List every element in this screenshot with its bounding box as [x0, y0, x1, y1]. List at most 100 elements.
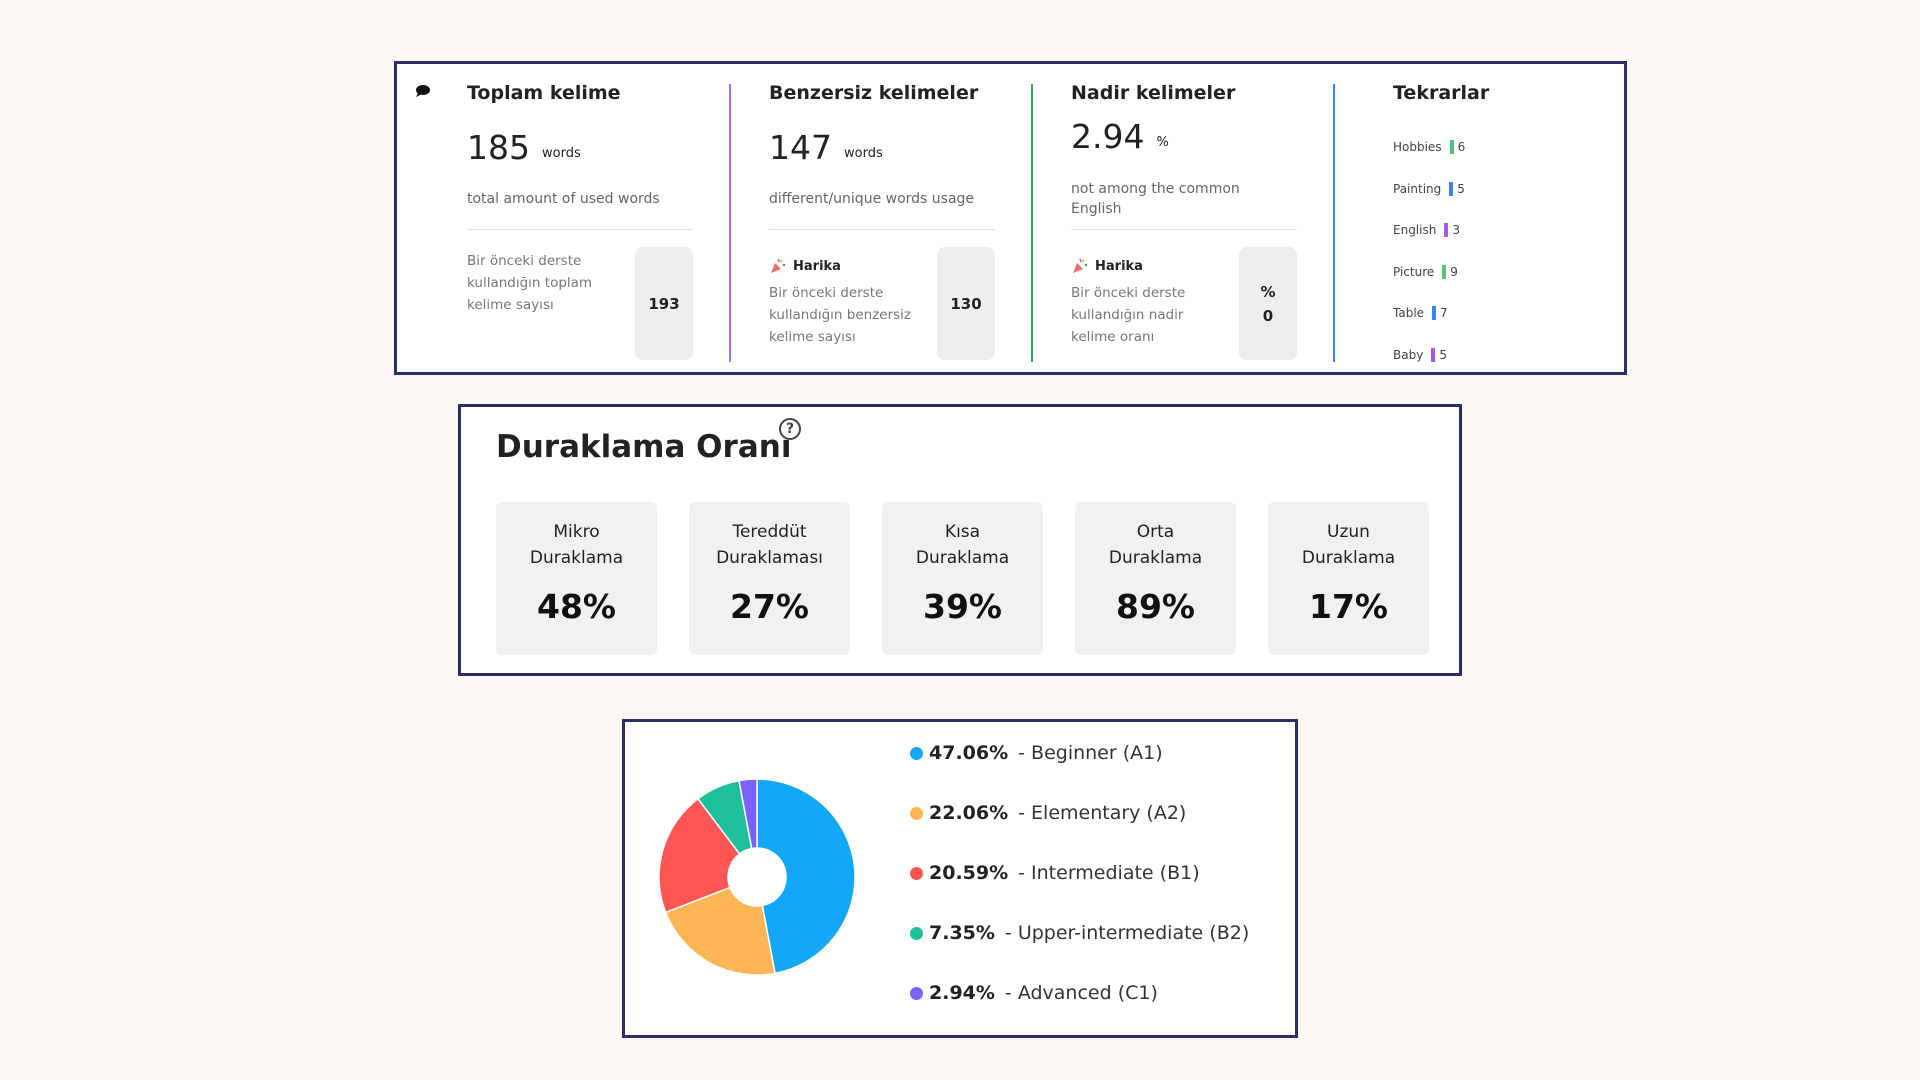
column-divider	[729, 84, 731, 362]
divider	[467, 229, 693, 230]
repeat-bar	[1449, 140, 1454, 154]
unique-words-desc: different/unique words usage	[769, 191, 975, 207]
repeat-item: English 3	[1393, 223, 1460, 237]
pause-card-value: 39%	[923, 587, 1002, 626]
legend-dot	[910, 746, 923, 760]
repeat-count: 3	[1452, 223, 1460, 237]
rare-words-value: 2.94%	[1071, 117, 1169, 156]
rare-words-unit: %	[1156, 135, 1169, 150]
pause-card-value: 17%	[1309, 587, 1388, 626]
repeat-bar	[1431, 347, 1436, 362]
rare-prev-label: Bir önceki derste kullandığın nadir keli…	[1071, 285, 1186, 345]
divider	[1071, 229, 1297, 230]
repeat-bar	[1444, 223, 1449, 237]
rare-prev-number: 0	[1262, 306, 1274, 325]
repeat-word: Picture	[1393, 264, 1435, 279]
harika-label: Harika	[1095, 258, 1143, 274]
repeat-item: Hobbies 6	[1393, 140, 1465, 154]
repeat-count: 9	[1450, 264, 1458, 279]
pause-card-value: 89%	[1116, 587, 1195, 626]
repeat-count: 6	[1457, 140, 1466, 154]
total-words-title: Toplam kelime	[467, 82, 621, 104]
repeat-count: 5	[1439, 347, 1447, 362]
repeat-word: English	[1393, 223, 1437, 237]
pause-card-label: Kısa Duraklama	[915, 522, 1010, 568]
unique-prev-value: 130	[937, 247, 995, 360]
legend-label: - Advanced (C1)	[1004, 982, 1158, 1004]
pause-card: Orta Duraklama 89%	[1075, 502, 1236, 655]
rare-words-title: Nadir kelimeler	[1071, 82, 1236, 104]
pause-card-label: Tereddüt Duraklaması	[716, 522, 823, 568]
legend-dot	[910, 926, 923, 940]
total-words-desc: total amount of used words	[467, 191, 660, 207]
repeats-column: Tekrarlar Hobbies 6 Painting 5 English 3 Pictu…	[1393, 64, 1613, 372]
repeat-word: Baby	[1393, 347, 1424, 362]
pause-card-label: Orta Duraklama	[1108, 522, 1203, 568]
legend-percent: 7.35%	[929, 922, 995, 944]
total-words-column: Toplam kelime 185 words total amount of u…	[467, 64, 707, 372]
legend-dot	[910, 986, 923, 1000]
legend-item: 22.06% - Elementary (A2)	[910, 802, 1186, 824]
chat-bubble-icon	[416, 85, 430, 97]
pause-card-label: Mikro Duraklama	[529, 522, 624, 568]
pie-slice[interactable]	[738, 778, 758, 850]
legend-item: 20.59% - Intermediate (B1)	[910, 862, 1200, 884]
harika-badge: Harika	[769, 257, 841, 275]
pause-rate-title: Duraklama Oranı	[496, 429, 792, 465]
harika-badge: Harika	[1071, 257, 1143, 275]
legend-item: 2.94% - Advanced (C1)	[910, 982, 1158, 1004]
repeat-item: Table 7	[1393, 306, 1448, 320]
help-icon[interactable]: ?	[779, 418, 801, 440]
unique-words-unit: words	[844, 146, 883, 161]
total-prev-label: Bir önceki derste kullandığın toplam kel…	[467, 253, 593, 313]
repeat-word: Hobbies	[1393, 140, 1442, 154]
word-stats-panel: Toplam kelime 185 words total amount of u…	[394, 61, 1627, 375]
legend-label: - Elementary (A2)	[1018, 802, 1187, 824]
party-popper-icon	[1073, 258, 1088, 273]
harika-label: Harika	[793, 258, 841, 274]
pie-slice[interactable]	[664, 886, 776, 976]
repeat-bar	[1442, 264, 1447, 279]
repeat-item: Painting 5	[1393, 181, 1465, 196]
pause-card-value: 48%	[537, 587, 616, 626]
legend-label: - Upper-intermediate (B2)	[1004, 922, 1250, 944]
repeat-word: Painting	[1393, 181, 1442, 196]
repeat-word: Table	[1393, 306, 1425, 320]
pie-slice[interactable]	[658, 797, 741, 914]
repeat-bar	[1449, 181, 1454, 196]
pause-card: Mikro Duraklama 48%	[496, 502, 657, 655]
unique-words-title: Benzersiz kelimeler	[769, 82, 979, 104]
legend-dot	[910, 866, 923, 880]
rare-prev-percent: %	[1260, 282, 1276, 301]
legend-percent: 47.06%	[929, 742, 1009, 764]
total-words-unit: words	[542, 146, 581, 161]
pie-slice[interactable]	[756, 778, 856, 975]
pause-card-value: 27%	[730, 587, 809, 626]
rare-prev-value: % 0	[1239, 247, 1297, 360]
rare-words-desc: not among the common English	[1071, 181, 1240, 217]
divider	[769, 229, 995, 230]
legend-label: - Beginner (A1)	[1018, 742, 1163, 764]
repeat-item: Picture 9	[1393, 264, 1458, 279]
level-donut-chart	[658, 778, 856, 976]
legend-percent: 22.06%	[929, 802, 1009, 824]
repeat-bar	[1432, 306, 1437, 320]
unique-words-value: 147 words	[769, 128, 883, 167]
repeat-item: Baby 5	[1393, 347, 1447, 362]
pause-card: Kısa Duraklama 39%	[882, 502, 1043, 655]
repeat-count: 5	[1457, 181, 1465, 196]
legend-item: 47.06% - Beginner (A1)	[910, 742, 1163, 764]
pause-rate-panel: Duraklama Oranı ? Mikro Duraklama 48% Tered…	[458, 404, 1462, 676]
level-distribution-panel: 47.06% - Beginner (A1) 22.06% - Elementary …	[622, 719, 1298, 1038]
repeats-title: Tekrarlar	[1393, 82, 1490, 104]
unique-prev-label: Bir önceki derste kullandığın benzersiz …	[769, 285, 912, 345]
pause-card: Tereddüt Duraklaması 27%	[689, 502, 850, 655]
repeat-count: 7	[1440, 306, 1448, 320]
total-prev-value: 193	[635, 247, 693, 360]
legend-item: 7.35% - Upper-intermediate (B2)	[910, 922, 1249, 944]
legend-dot	[910, 806, 923, 820]
legend-percent: 2.94%	[929, 982, 995, 1004]
pause-card: Uzun Duraklama 17%	[1268, 502, 1429, 655]
unique-words-column: Benzersiz kelimeler 147 words different/u…	[769, 64, 1009, 372]
rare-words-column: Nadir kelimeler 2.94% not among the comm…	[1071, 64, 1311, 372]
